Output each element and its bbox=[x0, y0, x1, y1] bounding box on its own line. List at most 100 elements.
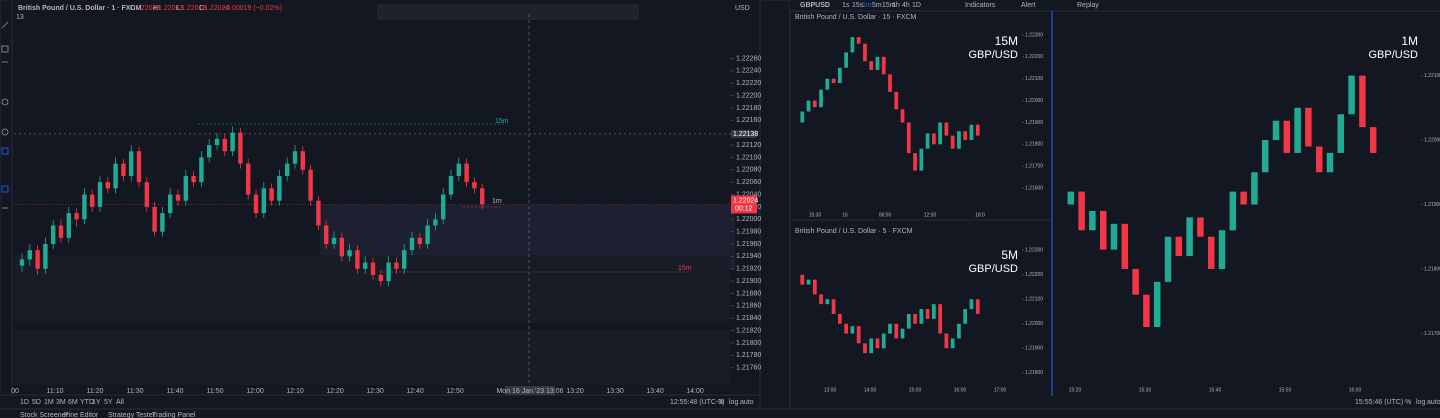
range-button[interactable]: YTD bbox=[80, 399, 94, 406]
candle-body bbox=[963, 131, 968, 140]
clock: 12:55:48 (UTC-3) bbox=[670, 399, 724, 406]
candle-body bbox=[285, 163, 290, 177]
pane-label: GBP/USD bbox=[968, 263, 1018, 275]
y-tick-label: 1.22060 bbox=[736, 179, 761, 186]
candle-body bbox=[238, 132, 243, 164]
x-tick-label: 11:50 bbox=[207, 388, 224, 395]
interval[interactable]: 1D bbox=[912, 2, 921, 9]
candle-body bbox=[472, 182, 477, 189]
range-button[interactable]: 6M bbox=[68, 399, 78, 406]
candle-body bbox=[975, 124, 980, 136]
candle-body bbox=[1261, 140, 1269, 173]
top-button[interactable]: Indicators bbox=[965, 2, 996, 9]
x-tick-label: 12:20 bbox=[326, 388, 344, 395]
range-button[interactable]: 1Y bbox=[92, 399, 101, 406]
symbol[interactable]: GBPUSD bbox=[800, 2, 830, 9]
chart-title: British Pound / U.S. Dollar · 15 · FXCM bbox=[795, 14, 917, 21]
candle-body bbox=[1315, 146, 1323, 173]
y-tick-label: 1.21840 bbox=[736, 315, 761, 322]
candle-body bbox=[35, 250, 40, 269]
bottom-tab[interactable]: Trading Panel bbox=[152, 412, 196, 418]
range-button[interactable]: 1M bbox=[44, 399, 54, 406]
candle-body bbox=[230, 132, 235, 152]
candle-body bbox=[1305, 107, 1312, 147]
y-tick-label: 1.22100 bbox=[1424, 73, 1440, 79]
candle-body bbox=[464, 163, 469, 183]
x-tick-label: 11:20 bbox=[87, 388, 104, 395]
bottom-tab[interactable]: Pine Editor bbox=[64, 412, 99, 418]
candle-body bbox=[869, 61, 874, 70]
candle-body bbox=[222, 138, 227, 152]
interval[interactable]: 4h bbox=[902, 2, 910, 9]
candle-body bbox=[51, 225, 56, 245]
interval[interactable]: 15m bbox=[882, 2, 896, 9]
candle-body bbox=[969, 299, 974, 310]
range-button[interactable]: 5D bbox=[32, 399, 41, 406]
y-tick-label: 1.21960 bbox=[736, 241, 761, 248]
y-tick-label: 1.22000 bbox=[1424, 137, 1440, 143]
candle-body bbox=[199, 157, 204, 183]
scale-button[interactable]: log bbox=[1416, 399, 1425, 406]
candle-body bbox=[1164, 236, 1172, 282]
candle-body bbox=[812, 100, 817, 108]
range-button[interactable]: All bbox=[116, 399, 124, 406]
y-tick-label: 1.22100 bbox=[1025, 297, 1043, 303]
y-tick-label: 1.22300 bbox=[1025, 248, 1043, 254]
ohlc-label: C bbox=[199, 5, 204, 12]
indicator-count: 13 bbox=[16, 14, 24, 21]
x-tick-label: 13:40 bbox=[646, 388, 664, 395]
candle-body bbox=[19, 259, 25, 266]
candle-body bbox=[1369, 127, 1377, 153]
candle-body bbox=[66, 213, 71, 238]
x-tick-label: 12:40 bbox=[406, 388, 424, 395]
x-tick-label: 12:00 bbox=[246, 388, 264, 395]
y-tick-label: 1.21600 bbox=[1025, 185, 1043, 191]
y-tick-label: 1.22100 bbox=[1025, 76, 1043, 82]
bottom-tab[interactable]: Strategy Tester bbox=[108, 412, 156, 418]
candle-body bbox=[844, 52, 849, 68]
candle-body bbox=[863, 343, 867, 354]
candle-body bbox=[1078, 191, 1085, 231]
candle-body bbox=[316, 200, 321, 226]
interval[interactable]: 1m bbox=[862, 2, 872, 9]
interval[interactable]: 15s bbox=[852, 2, 864, 9]
x-tick-label: 12:30 bbox=[366, 388, 384, 395]
candle-body bbox=[121, 163, 126, 177]
interval[interactable]: 5m bbox=[872, 2, 882, 9]
candle-body bbox=[1197, 217, 1204, 237]
candle-body bbox=[850, 326, 855, 334]
range-button[interactable]: 1D bbox=[20, 399, 29, 406]
y-tick-label: 1.22220 bbox=[736, 80, 761, 87]
interval[interactable]: 1h bbox=[892, 2, 900, 9]
top-button[interactable]: Alert bbox=[1021, 2, 1035, 9]
candle-body bbox=[938, 304, 943, 334]
top-bar bbox=[790, 0, 1440, 11]
scale-button[interactable]: % bbox=[718, 399, 724, 406]
chart-title: British Pound / U.S. Dollar · 5 · FXCM bbox=[795, 228, 913, 235]
top-button[interactable]: Replay bbox=[1077, 2, 1099, 9]
pane-label: 15M bbox=[995, 34, 1018, 48]
bottom-tab[interactable]: Stock Screener bbox=[20, 412, 69, 418]
candle-body bbox=[963, 309, 968, 324]
range-button[interactable]: 3M bbox=[56, 399, 66, 406]
pane-label: GBP/USD bbox=[1368, 49, 1418, 61]
candle-body bbox=[938, 122, 943, 145]
x-tick-label: 11:40 bbox=[167, 388, 184, 395]
right-toolbar bbox=[759, 0, 791, 410]
y-tick-label: 1.21900 bbox=[1025, 346, 1043, 352]
interval[interactable]: 1s bbox=[842, 2, 850, 9]
candle-body bbox=[1240, 191, 1247, 205]
scale-button[interactable]: % bbox=[1405, 399, 1411, 406]
drawing-toolbar[interactable] bbox=[377, 4, 639, 20]
x-tick-label: 15:30 bbox=[1139, 387, 1152, 393]
scale-button[interactable]: auto bbox=[1427, 399, 1440, 406]
scale-button[interactable]: log bbox=[729, 399, 738, 406]
candle-body bbox=[812, 279, 817, 295]
candle-body bbox=[1153, 281, 1161, 327]
candle-body bbox=[355, 250, 360, 269]
x-tick-label: 18:0 bbox=[975, 212, 985, 218]
scale-button[interactable]: auto bbox=[740, 399, 754, 406]
range-button[interactable]: 5Y bbox=[104, 399, 113, 406]
ohlc-value: 1.22043 bbox=[135, 5, 160, 12]
candle-body bbox=[1326, 152, 1334, 173]
